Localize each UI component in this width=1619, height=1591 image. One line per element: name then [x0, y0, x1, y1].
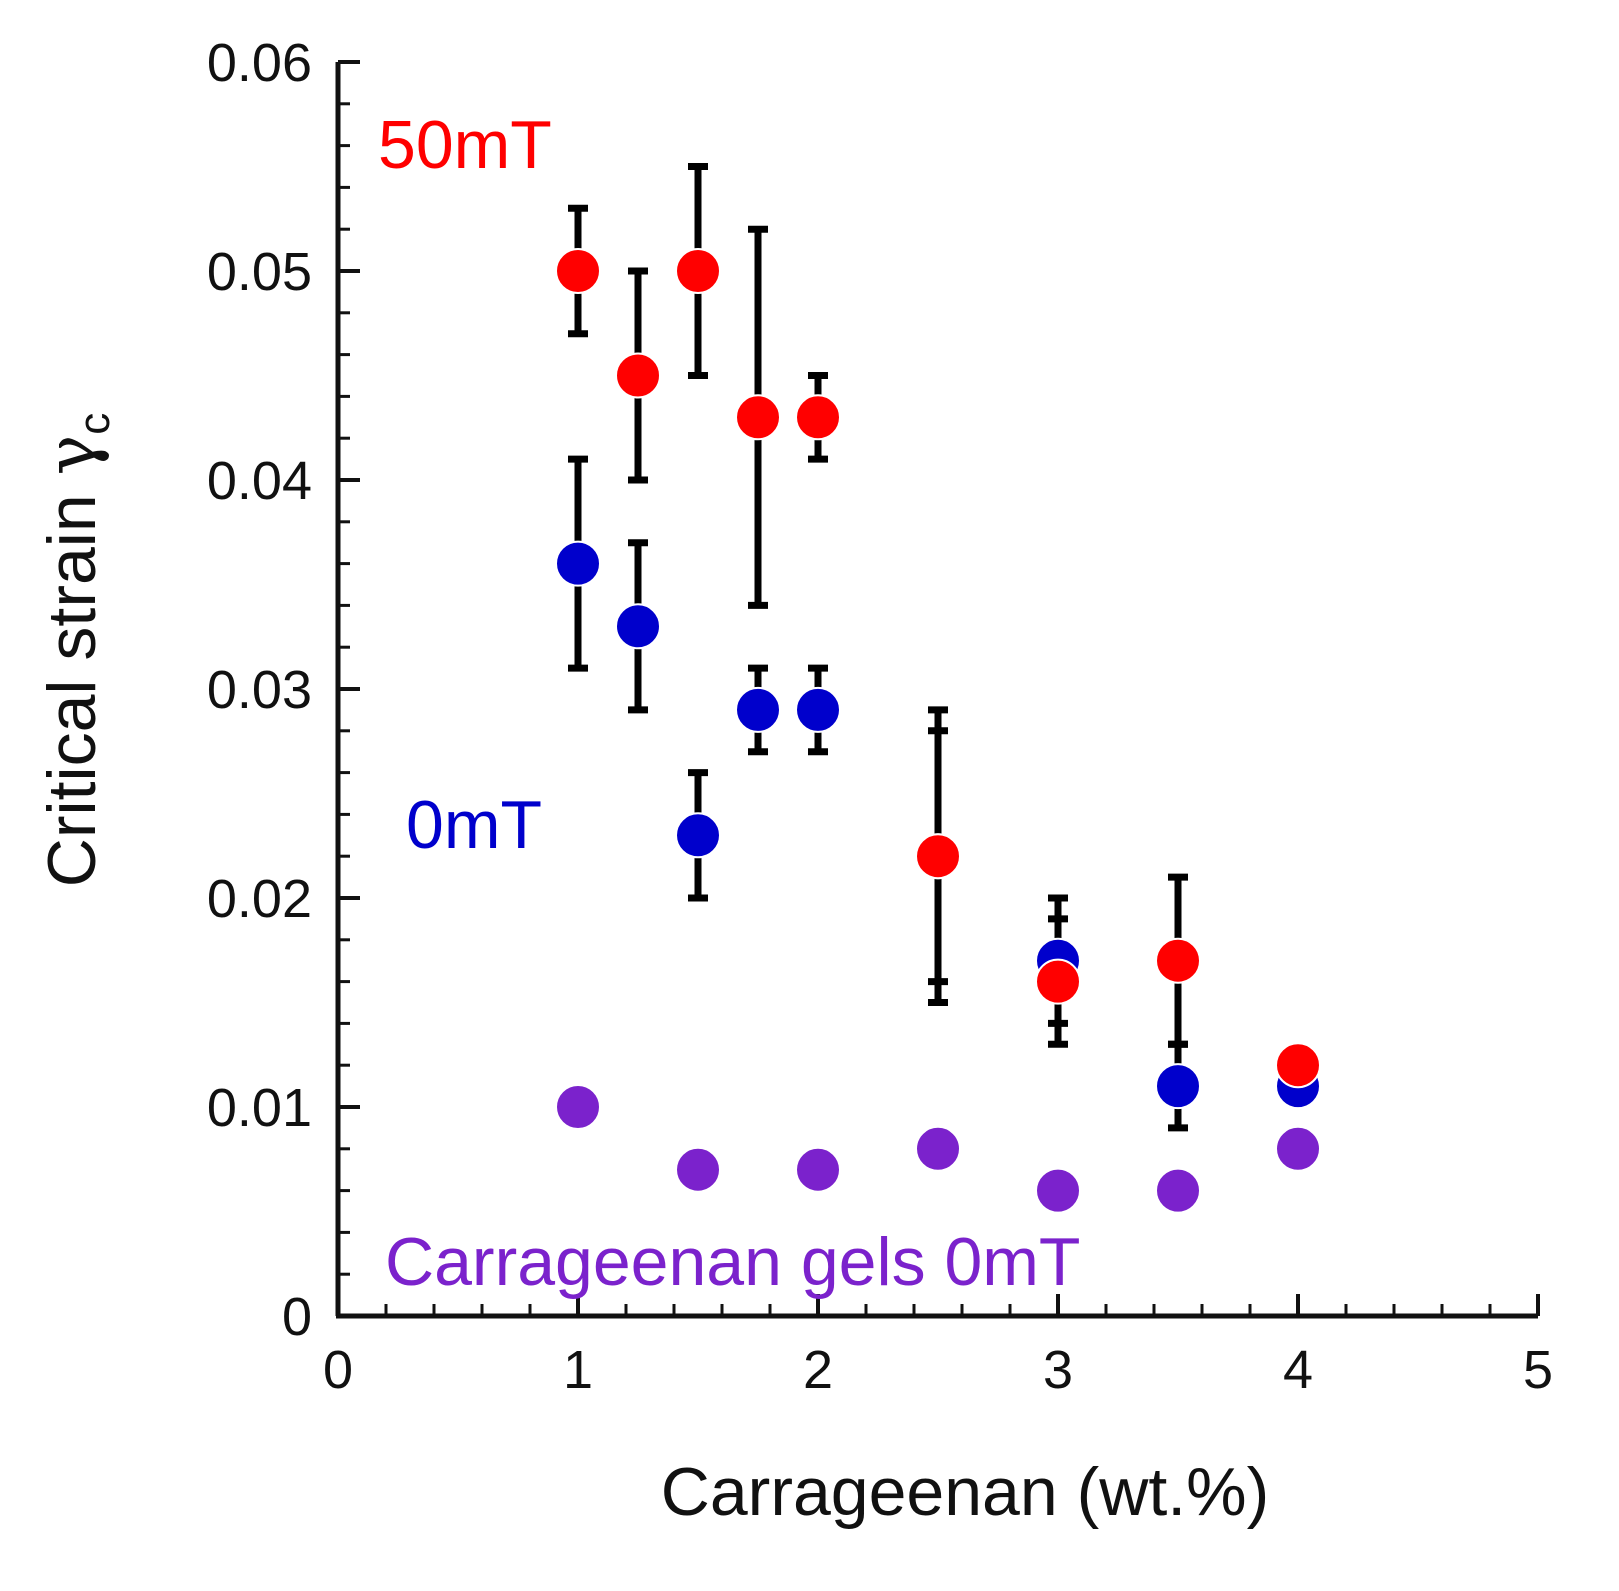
x-tick-label: 5 — [1523, 1340, 1553, 1400]
data-point-50mt — [1035, 958, 1081, 1005]
y-axis-title-symbol: γ — [33, 435, 112, 476]
y-axis-title-main: Critical strain — [34, 475, 110, 887]
data-point-0mt — [615, 603, 661, 650]
y-tick-label: 0.04 — [207, 451, 312, 511]
data-point-50mt — [1275, 1042, 1321, 1089]
data-point-0mt — [555, 540, 601, 587]
labels-layer: Carrageenan (wt.%) Critical strain γc 50… — [33, 107, 1269, 1530]
data-point-50mt — [675, 248, 721, 294]
y-tick-label: 0.01 — [207, 1078, 312, 1138]
error-bars-layer — [568, 163, 1188, 1132]
data-point-carrageenan-gels-0mt — [1035, 1167, 1081, 1214]
x-axis-title: Carrageenan (wt.%) — [661, 1454, 1269, 1530]
data-point-50mt — [915, 833, 961, 880]
annotation-carrageenan-gels-0mt: Carrageenan gels 0mT — [385, 1224, 1080, 1300]
annotation-0mt: 0mT — [406, 787, 542, 863]
x-tick-label: 2 — [803, 1340, 833, 1400]
data-point-carrageenan-gels-0mt — [1275, 1125, 1321, 1172]
data-point-carrageenan-gels-0mt — [915, 1125, 961, 1172]
data-point-0mt — [1155, 1063, 1201, 1110]
y-tick-label: 0.06 — [207, 33, 312, 93]
x-tick-label: 0 — [323, 1340, 353, 1400]
annotation-50mt: 50mT — [378, 107, 552, 183]
x-tick-label: 1 — [563, 1340, 593, 1400]
axes-layer: 0 0.01 0.02 0.03 0.04 0.05 0.06 0 1 2 3 4 5 — [207, 33, 1553, 1400]
data-point-carrageenan-gels-0mt — [675, 1146, 721, 1193]
x-tick-label: 4 — [1283, 1340, 1313, 1400]
data-point-0mt — [735, 686, 781, 733]
data-point-carrageenan-gels-0mt — [795, 1146, 841, 1193]
data-point-50mt — [555, 248, 601, 294]
points-layer — [555, 248, 1321, 1214]
data-point-50mt — [615, 352, 661, 399]
y-axis-title: Critical strain γc — [33, 413, 119, 888]
x-tick-label: 3 — [1043, 1340, 1073, 1400]
data-point-0mt — [675, 812, 721, 859]
y-tick-label: 0.05 — [207, 242, 312, 302]
data-point-carrageenan-gels-0mt — [1155, 1167, 1201, 1214]
y-tick-label: 0.03 — [207, 660, 312, 720]
data-point-carrageenan-gels-0mt — [555, 1084, 601, 1130]
data-point-50mt — [735, 394, 781, 441]
y-axis-title-subscript: c — [70, 413, 119, 435]
y-tick-label: 0.02 — [207, 869, 312, 929]
data-point-50mt — [1155, 937, 1201, 984]
data-point-50mt — [795, 394, 841, 441]
data-point-0mt — [795, 686, 841, 733]
y-tick-label: 0 — [282, 1287, 312, 1347]
